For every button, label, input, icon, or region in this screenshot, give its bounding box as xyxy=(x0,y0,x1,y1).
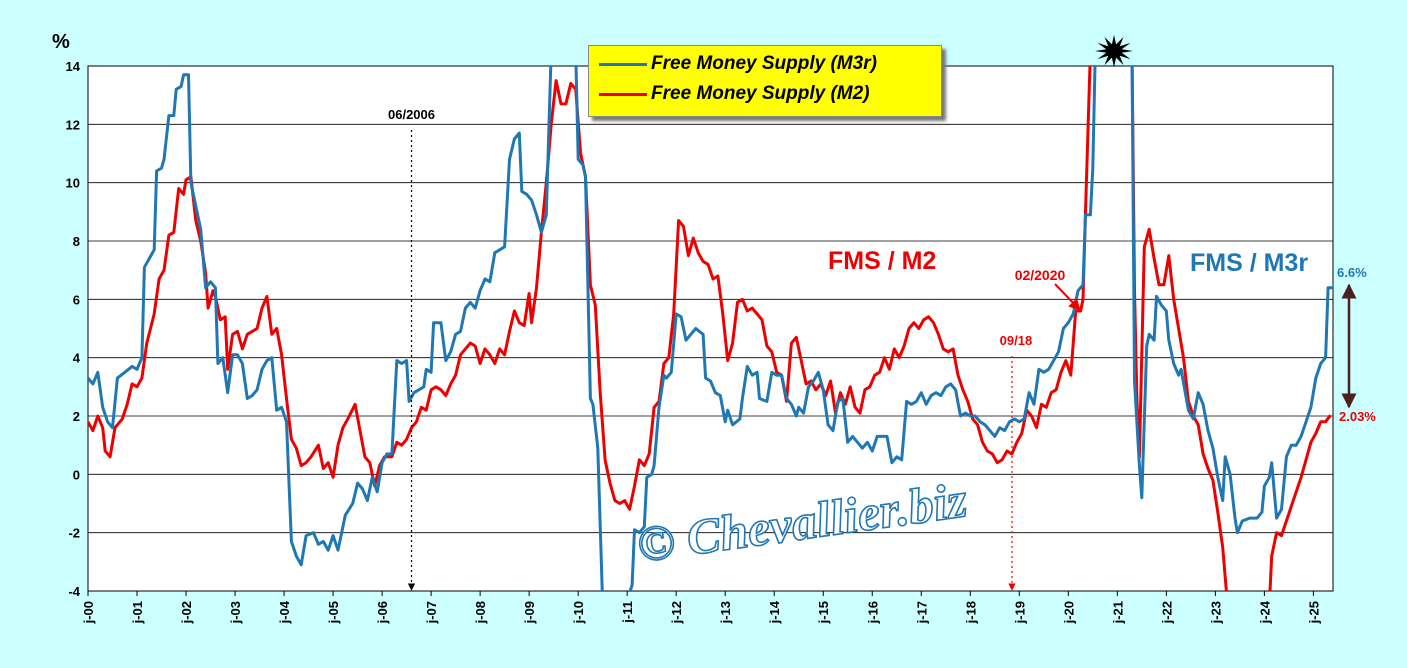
end-value-m3r: 6.6% xyxy=(1337,265,1367,280)
legend-item-m3r: Free Money Supply (M3r) xyxy=(589,50,941,78)
starburst-icon xyxy=(1095,34,1133,68)
x-tick-label: j-13 xyxy=(718,601,733,624)
series-layer xyxy=(88,66,1333,591)
x-tick-label: j-24 xyxy=(1257,600,1272,624)
plot-area xyxy=(88,66,1333,591)
x-tick-label: j-01 xyxy=(130,601,145,624)
y-tick-label: -2 xyxy=(68,526,80,541)
y-tick-labels: -4 -2 0 2 4 6 8 10 12 14 xyxy=(66,59,81,599)
x-tick-label: j-05 xyxy=(326,601,341,624)
x-tick-label: j-25 xyxy=(1306,601,1321,624)
x-tick-label: j-19 xyxy=(1012,601,1027,624)
y-tick-label: -4 xyxy=(68,584,80,599)
series-label-m2: FMS / M2 xyxy=(828,247,936,275)
y-tick-label: 12 xyxy=(66,117,80,132)
series-line-m2 xyxy=(88,66,1332,591)
x-tick-label: j-17 xyxy=(914,601,929,624)
y-tick-label: 14 xyxy=(66,59,81,74)
x-tick-label: j-16 xyxy=(865,601,880,624)
date-marker-2020-label: 02/2020 xyxy=(1015,267,1066,283)
x-tick-label: j-08 xyxy=(473,601,488,624)
x-tick-label: j-22 xyxy=(1159,601,1174,624)
x-tick-label: j-02 xyxy=(179,601,194,624)
x-tick-label: j-20 xyxy=(1061,601,1076,624)
x-tick-label: j-23 xyxy=(1208,601,1223,624)
legend-item-m2: Free Money Supply (M2) xyxy=(589,80,941,108)
date-marker-2006-label: 06/2006 xyxy=(388,107,435,122)
x-tick-label: j-11 xyxy=(620,601,635,624)
x-tick-label: j-03 xyxy=(228,601,243,624)
legend-label-m2: Free Money Supply (M2) xyxy=(651,83,870,104)
x-tick-label: j-18 xyxy=(963,601,978,624)
x-tick-label: j-07 xyxy=(424,601,439,624)
x-tick-label: j-10 xyxy=(571,601,586,624)
y-tick-label: 10 xyxy=(66,176,80,191)
y-tick-label: 8 xyxy=(73,234,80,249)
y-tick-label: 2 xyxy=(73,409,80,424)
x-tick-label: j-21 xyxy=(1110,601,1125,624)
date-marker-2020-arrow xyxy=(1054,283,1081,311)
x-tick-label: j-00 xyxy=(81,601,96,624)
legend: Free Money Supply (M3r) Free Money Suppl… xyxy=(588,45,942,117)
series-line-m3r xyxy=(88,66,1333,591)
x-tick-label: j-04 xyxy=(277,600,292,624)
x-tick-labels: j-00 j-01 j-02 j-03 j-04 j-05 j-06 j-07 j-08 j-09… xyxy=(81,591,1321,624)
legend-label-m3r: Free Money Supply (M3r) xyxy=(651,53,877,74)
y-tick-label: 4 xyxy=(73,351,81,366)
x-tick-label: j-09 xyxy=(522,601,537,624)
x-tick-label: j-15 xyxy=(816,601,831,624)
x-tick-label: j-12 xyxy=(669,601,684,624)
legend-swatch-m2 xyxy=(599,93,647,96)
x-tick-label: j-06 xyxy=(375,601,390,624)
legend-swatch-m3r xyxy=(599,63,647,66)
y-tick-label: 6 xyxy=(73,292,80,307)
end-value-m2: 2.03% xyxy=(1339,409,1376,424)
date-marker-2018-label: 09/18 xyxy=(1000,333,1033,348)
y-tick-label: 0 xyxy=(73,467,80,482)
series-label-m3r: FMS / M3r xyxy=(1190,249,1308,277)
x-tick-label: j-14 xyxy=(767,600,782,624)
y-unit-label: % xyxy=(52,31,70,53)
